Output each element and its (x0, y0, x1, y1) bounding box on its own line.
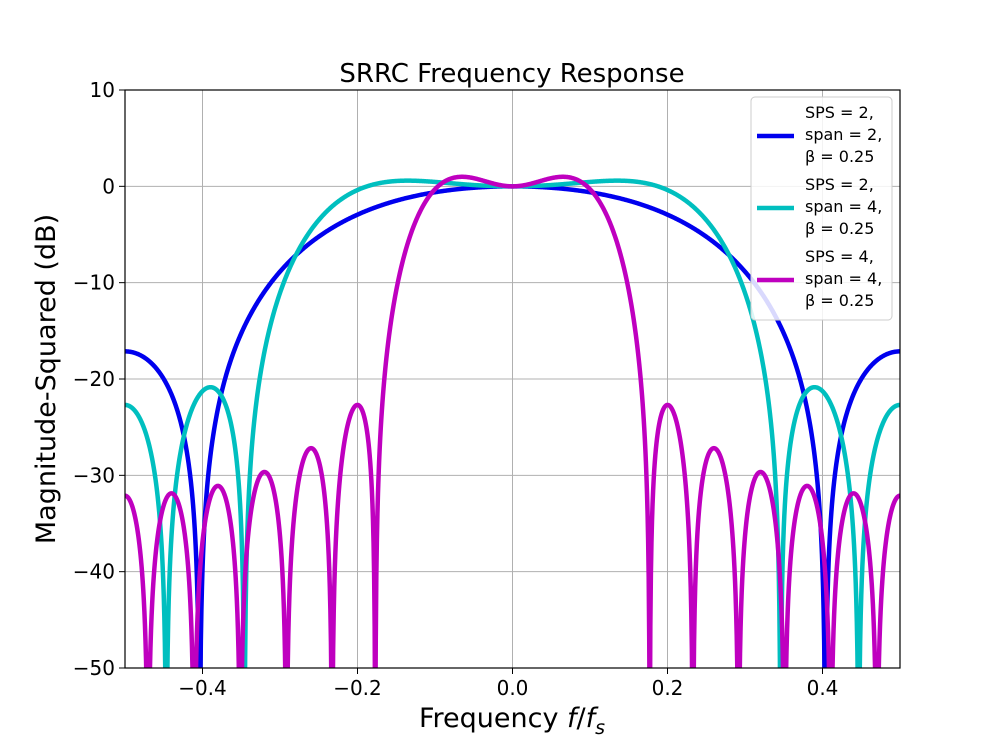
legend-label-line: SPS = 4, (805, 247, 874, 266)
legend-label-line: span = 2, (805, 125, 882, 144)
y-tick-label: −10 (73, 271, 115, 295)
legend-label-line: β = 0.25 (805, 219, 874, 238)
series-line-3 (125, 174, 900, 668)
legend-label-line: span = 4, (805, 197, 882, 216)
legend-label-line: β = 0.25 (805, 147, 874, 166)
legend: SPS = 2, span = 2, β = 0.25 SPS = 2, span = … (750, 96, 893, 321)
y-tick-label: −40 (73, 560, 115, 584)
x-tick-label: −0.4 (178, 676, 227, 700)
legend-label-line: β = 0.25 (805, 291, 874, 310)
x-axis-label: Frequency f/fs (419, 703, 605, 739)
x-tick-label: −0.2 (333, 676, 382, 700)
x-tick-label: 0.2 (652, 676, 684, 700)
legend-label-line: span = 4, (805, 269, 882, 288)
y-tick-label: −50 (73, 656, 115, 680)
legend-label-line: SPS = 2, (805, 103, 874, 122)
y-tick-label: −20 (73, 367, 115, 391)
axis-ticks: −0.4 −0.2 0.0 0.2 0.4 10 0 −10 −20 −30 −40 −50 (73, 78, 839, 700)
chart-title: SRRC Frequency Response (339, 59, 684, 89)
y-tick-label: −30 (73, 463, 115, 487)
y-axis-label: Magnitude-Squared (dB) (31, 214, 62, 544)
x-tick-label: 0.0 (497, 676, 529, 700)
y-tick-label: 0 (102, 174, 115, 198)
y-tick-label: 10 (90, 78, 115, 102)
legend-box (750, 96, 893, 321)
x-tick-label: 0.4 (807, 676, 839, 700)
legend-label-line: SPS = 2, (805, 175, 874, 194)
